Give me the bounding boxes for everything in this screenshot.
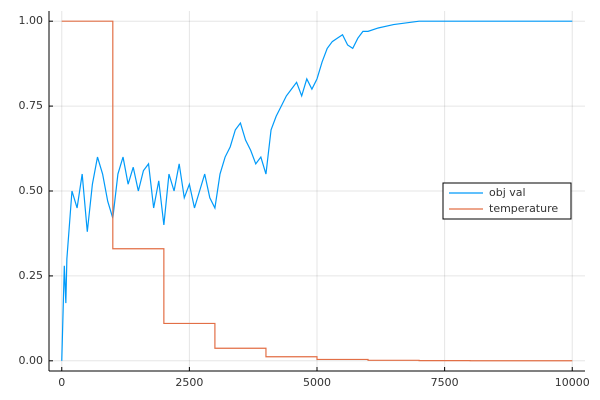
y-tick-label: 0.00 [19,354,44,367]
series-line [61,20,573,361]
x-tick-label: 0 [58,376,65,389]
legend-label: obj val [489,186,526,199]
series-line [61,20,573,362]
x-tick-label: 10000 [555,376,590,389]
legend-box [442,182,572,220]
y-tick-label: 0.25 [19,269,44,282]
x-tick-label: 2500 [175,376,203,389]
y-tick-label: 0.75 [19,99,44,112]
y-tick-label: 1.00 [19,14,44,27]
x-tick-label: 7500 [431,376,459,389]
legend-label: temperature [489,202,558,215]
x-tick-label: 5000 [303,376,331,389]
y-tick-label: 0.50 [19,184,44,197]
